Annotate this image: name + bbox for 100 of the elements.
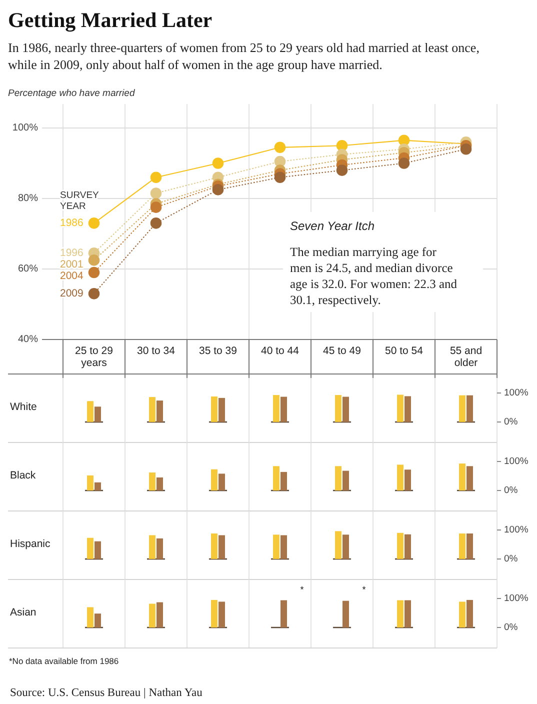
bar xyxy=(273,534,280,559)
bar xyxy=(459,464,466,490)
bar xyxy=(156,400,163,422)
bar xyxy=(466,533,473,559)
bar xyxy=(280,472,287,490)
y-tick-label: 60% xyxy=(18,264,38,275)
bar xyxy=(466,466,473,490)
x-tick-label: 35 to 39 xyxy=(199,345,238,357)
series-label: 2004 xyxy=(60,270,84,282)
bar xyxy=(211,533,218,559)
bar xyxy=(149,535,156,559)
bar xyxy=(156,602,163,628)
point xyxy=(460,144,472,155)
bar xyxy=(459,395,466,422)
bar xyxy=(397,464,404,490)
bar xyxy=(218,398,225,422)
bar xyxy=(342,600,349,628)
bar xyxy=(280,396,287,422)
point xyxy=(212,158,224,169)
point xyxy=(150,172,162,183)
bar xyxy=(218,602,225,628)
point xyxy=(398,158,410,169)
bar xyxy=(280,600,287,628)
x-tick-label: 45 to 49 xyxy=(323,345,362,357)
bar xyxy=(335,531,342,559)
bar xyxy=(335,466,342,490)
bar xyxy=(94,541,101,559)
text: * xyxy=(300,584,304,594)
point xyxy=(274,172,286,183)
point xyxy=(274,142,286,154)
bar xyxy=(397,394,404,422)
text: Hispanic xyxy=(10,538,50,550)
point xyxy=(150,218,162,229)
bar xyxy=(273,395,280,422)
bar xyxy=(397,600,404,628)
bar xyxy=(94,482,101,490)
point xyxy=(150,188,162,199)
bar xyxy=(218,474,225,490)
text: *No data available from 1986 xyxy=(9,656,119,666)
bar xyxy=(404,470,411,490)
y-tick-label: 0% xyxy=(504,485,518,496)
point xyxy=(88,288,100,300)
bar xyxy=(211,600,218,628)
annotation: The median marrying age for men is 24.5, and median divorce age is 32.0. For women: 22.3 and 30.1, respectively. xyxy=(290,245,458,307)
x-tick-label: 25 to 29 years xyxy=(75,345,114,369)
bar xyxy=(218,535,225,559)
series-label: 2009 xyxy=(60,287,84,300)
bar xyxy=(149,472,156,490)
bar xyxy=(273,466,280,490)
bar xyxy=(87,475,94,490)
x-tick-label: 40 to 44 xyxy=(261,345,300,357)
bar xyxy=(211,396,218,422)
x-tick-label: 55 and older xyxy=(450,345,482,369)
point xyxy=(150,202,162,213)
bar xyxy=(466,395,473,422)
chart-subtitle: In 1986, nearly three-quarters of women from 25 to 29 years old had married at least once, while in 2009, only about half of women in the age group have married. xyxy=(8,40,480,72)
annotation: Seven Year Itch xyxy=(290,219,375,233)
x-tick-label: 50 to 54 xyxy=(385,345,424,357)
text: Black xyxy=(10,469,36,482)
x-tick-label: 30 to 34 xyxy=(137,345,176,357)
y-tick-label: 100% xyxy=(504,456,529,468)
text: White xyxy=(10,400,37,413)
y-tick-label: 0% xyxy=(504,622,518,634)
y-tick-label: 100% xyxy=(12,122,38,134)
y-tick-label: 100% xyxy=(504,388,529,399)
bar xyxy=(459,533,466,559)
series-label: 1986 xyxy=(60,216,84,229)
bar xyxy=(149,604,156,628)
text: * xyxy=(362,584,366,594)
bar xyxy=(404,600,411,628)
legend-title: SURVEY YEAR xyxy=(60,190,100,212)
point xyxy=(336,164,348,176)
point xyxy=(88,254,100,266)
bar xyxy=(466,600,473,628)
bar xyxy=(459,602,466,628)
y-tick-label: 0% xyxy=(504,554,518,565)
point xyxy=(88,266,100,278)
bar xyxy=(149,397,156,422)
bar xyxy=(397,532,404,559)
series-label: 1996 xyxy=(60,246,84,259)
point xyxy=(212,184,224,196)
bar xyxy=(156,538,163,559)
y-tick-label: 0% xyxy=(504,416,518,428)
y-axis-title: Percentage who have married xyxy=(8,88,136,99)
text: Asian xyxy=(10,606,36,618)
bar xyxy=(156,477,163,490)
series-label: 2001 xyxy=(60,258,84,270)
bar xyxy=(404,534,411,559)
y-tick-label: 100% xyxy=(504,524,529,536)
bar xyxy=(404,396,411,422)
y-tick-label: 100% xyxy=(504,593,529,604)
point xyxy=(88,218,100,229)
bar xyxy=(94,614,101,628)
bar xyxy=(342,396,349,422)
bar xyxy=(342,470,349,490)
bar xyxy=(342,534,349,559)
bar xyxy=(87,607,94,628)
bar xyxy=(87,401,94,422)
source-note: Source: U.S. Census Bureau | Nathan Yau xyxy=(10,687,203,699)
chart-title: Getting Married Later xyxy=(8,8,212,32)
